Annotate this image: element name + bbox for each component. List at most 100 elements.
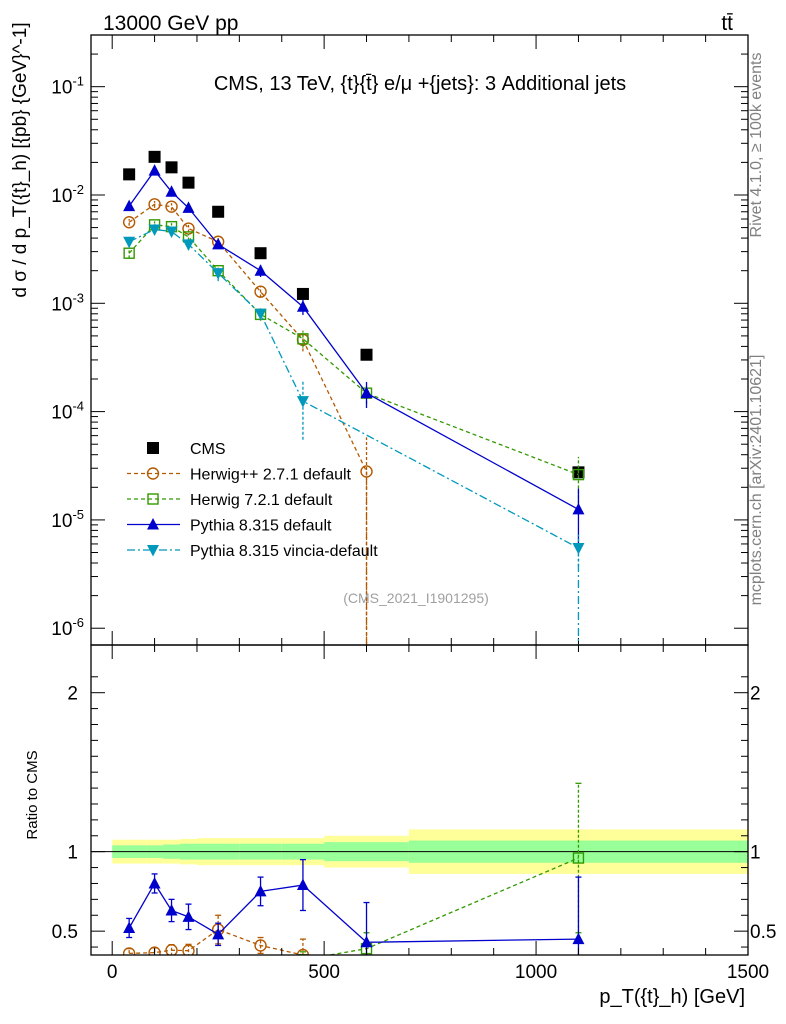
legend-marker-pythia (147, 518, 159, 530)
data-point-cms (212, 205, 225, 218)
legend-marker-herwigpp (146, 467, 160, 480)
mcplots-label: mcplots.cern.ch [arXiv:2401.10621] (748, 355, 765, 606)
data-point-herwig7 (572, 468, 585, 481)
legend-label-cms: CMS (190, 441, 226, 458)
data-point-pythia (165, 185, 178, 197)
data-point-vincia (212, 268, 225, 280)
series-line-herwig7 (128, 224, 579, 476)
data-point-pythia (360, 386, 373, 399)
data-point-herwig7 (297, 333, 309, 345)
series-line-herwigpp (128, 203, 368, 472)
ratio-plot-ticks: 0.5 0.5 1 1 2 2 0 500 1000 1500 (52, 645, 776, 983)
legend-marker-herwig7 (147, 493, 159, 505)
data-point-vincia (165, 226, 178, 239)
data-point-herwigpp (254, 285, 267, 298)
main-plot-panel: 10-6 10-5 10-4 10-3 10-2 10-1 (CMS_2021_I1901… (51, 34, 749, 646)
legend-marker-cms (147, 442, 159, 454)
data-point-pythia (148, 164, 161, 176)
ratio-point-pythia (360, 935, 373, 948)
ratio-y-axis-label: Ratio to CMS (24, 750, 41, 839)
series-line-pythia (128, 169, 579, 510)
y-tick-label: 10-6 (51, 615, 84, 640)
data-point-cms (254, 247, 267, 260)
beam-label: 13000 GeV pp (103, 12, 238, 35)
series-pythia (123, 164, 585, 549)
data-point-pythia (572, 502, 585, 515)
ratio-point-herwigpp (165, 944, 178, 955)
rivet-version-label: Rivet 4.1.0, ≥ 100k events (748, 53, 765, 238)
legend-entry-pythia: Pythia 8.315 default (127, 518, 332, 535)
legend-label-pythia: Pythia 8.315 default (190, 518, 332, 535)
y-tick-label: 10-3 (51, 290, 84, 315)
ratio-point-pythia (123, 921, 136, 933)
plot-title: CMS, 13 TeV, {t}{t̄} e/μ +{jets}: 3 Addi… (214, 73, 626, 95)
data-point-vincia (254, 308, 267, 321)
data-point-herwigpp (360, 465, 373, 478)
x-tick-label: 1000 (515, 962, 557, 983)
ratio-point-herwigpp (122, 947, 136, 955)
x-tick-label: 1500 (727, 962, 769, 983)
ratio-point-pythia (212, 927, 225, 940)
data-point-pythia (212, 237, 225, 250)
x-axis-label: p_T({t}_h) [GeV] (599, 986, 745, 1008)
data-point-cms (165, 161, 178, 174)
data-point-pythia (254, 264, 267, 276)
legend-label-vincia: Pythia 8.315 vincia-default (190, 543, 378, 560)
x-tick-label: 500 (308, 962, 340, 983)
ratio-point-pythia (254, 884, 267, 897)
data-point-herwigpp (148, 198, 161, 211)
ratio-point-pythia (165, 903, 178, 916)
legend-entry-herwig7: Herwig 7.2.1 default (127, 492, 333, 509)
ratio-plot-frame (90, 644, 749, 956)
y-axis-label: d σ / d p_T({t}_h) [{pb} {GeV}^-1] (10, 22, 31, 297)
y-tick-label: 10-1 (51, 74, 84, 99)
data-point-cms (296, 287, 309, 300)
ratio-y-tick-label-right: 1 (750, 843, 761, 864)
ratio-point-herwig7 (297, 954, 309, 955)
legend-label-herwig7: Herwig 7.2.1 default (190, 492, 333, 509)
legend-entry-herwigpp: Herwig++ 2.7.1 default (127, 467, 352, 484)
y-tick-label: 10-5 (51, 507, 84, 532)
series-line-vincia (128, 228, 579, 549)
ratio-y-tick-label: 2 (67, 684, 78, 705)
data-point-pythia (123, 199, 136, 212)
series-cms (123, 150, 585, 479)
legend-marker-vincia (147, 545, 159, 557)
ratio-point-herwig7 (572, 852, 585, 864)
legend-label-herwigpp: Herwig++ 2.7.1 default (190, 467, 352, 484)
series-herwigpp (122, 198, 373, 645)
ratio-point-pythia (572, 932, 585, 945)
ratio-point-herwigpp (254, 939, 267, 952)
ratio-y-tick-label: 1 (67, 843, 78, 864)
legend-entry-cms: CMS (147, 441, 226, 458)
data-point-cms (360, 348, 373, 361)
ratio-y-tick-label: 0.5 (52, 922, 78, 943)
ratio-point-herwigpp (182, 944, 195, 955)
data-point-cms (148, 150, 161, 163)
main-plot-series (122, 150, 585, 645)
data-point-cms (123, 168, 136, 181)
y-tick-label: 10-2 (51, 182, 84, 207)
data-point-vincia (182, 239, 195, 251)
data-point-cms (182, 176, 195, 189)
analysis-id-label: (CMS_2021_I1901295) (343, 590, 489, 606)
main-plot-ticks: 10-6 10-5 10-4 10-3 10-2 10-1 (51, 35, 749, 645)
ratio-point-herwigpp (296, 948, 310, 955)
data-point-vincia (296, 396, 309, 408)
data-point-herwigpp (165, 200, 178, 213)
ratio-y-tick-label-right: 2 (750, 684, 761, 705)
series-herwig7 (123, 219, 585, 504)
ratio-point-pythia (148, 876, 161, 889)
data-point-vincia (148, 224, 161, 237)
ratio-y-tick-label-right: 0.5 (750, 922, 776, 943)
series-vincia (123, 224, 585, 567)
ratio-point-herwigpp (148, 946, 161, 955)
data-point-herwigpp (122, 216, 136, 229)
legend: CMS Herwig++ 2.7.1 default Herwig 7.2.1 de… (127, 441, 378, 560)
ratio-point-pythia (296, 878, 309, 891)
data-point-pythia (182, 201, 195, 213)
ratio-point-pythia (182, 910, 195, 922)
ratio-line-pythia (128, 882, 579, 943)
ratio-plot-panel: 0.5 0.5 1 1 2 2 0 500 1000 1500 (52, 644, 776, 983)
